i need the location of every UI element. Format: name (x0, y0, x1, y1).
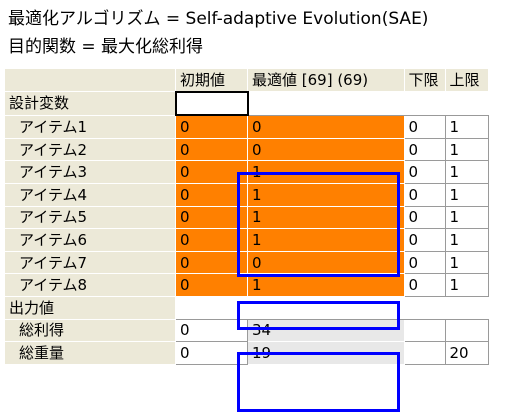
variable-name[interactable]: アイテム5 (4, 205, 176, 230)
table-row: アイテム4 0 1 0 1 (4, 182, 489, 207)
table-row: アイテム7 0 0 0 1 (4, 250, 489, 275)
lower-bound-cell[interactable]: 0 (403, 228, 446, 252)
col-header-initial[interactable]: 初期値 (175, 67, 248, 93)
lower-bound-cell[interactable]: 0 (403, 160, 446, 184)
variable-name[interactable]: アイテム1 (4, 114, 176, 139)
output-name[interactable]: 総利得 (4, 318, 176, 343)
optimal-value-cell[interactable]: 1 (247, 160, 405, 184)
table-row: アイテム8 0 1 0 1 (4, 273, 489, 297)
optimal-value-cell[interactable]: 19 (247, 341, 405, 365)
variable-name[interactable]: アイテム2 (4, 137, 176, 162)
optimal-value-cell[interactable]: 0 (247, 114, 405, 139)
upper-bound-cell[interactable]: 20 (444, 341, 489, 365)
algorithm-label: 最適化アルゴリズム = Self-adaptive Evolution(SAE) (8, 9, 429, 29)
col-header-lower[interactable]: 下限 (403, 67, 446, 93)
lower-bound-cell[interactable]: 0 (403, 182, 446, 207)
optimal-value-cell[interactable]: 1 (247, 205, 405, 230)
variable-name[interactable]: アイテム7 (4, 250, 176, 275)
empty-cell[interactable] (247, 91, 405, 116)
lower-bound-cell[interactable]: 0 (403, 273, 446, 297)
col-header-optimal[interactable]: 最適値 [69] (69) (247, 67, 405, 93)
lower-bound-cell[interactable]: 0 (403, 205, 446, 230)
lower-bound-cell[interactable]: 0 (403, 114, 446, 139)
initial-value-cell[interactable]: 0 (175, 160, 248, 184)
optimal-value-cell[interactable]: 0 (247, 137, 405, 162)
table-row: アイテム5 0 1 0 1 (4, 205, 489, 230)
empty-cell[interactable] (444, 91, 489, 116)
lower-bound-cell[interactable]: 0 (403, 250, 446, 275)
result-grid: 初期値 最適値 [69] (69) 下限 上限 設計変数 アイテム1 0 0 0… (4, 67, 489, 365)
empty-cell[interactable] (175, 295, 248, 320)
section-row-outputs: 出力値 (4, 295, 489, 320)
variable-name[interactable]: アイテム4 (4, 182, 176, 207)
optimal-value-cell[interactable]: 1 (247, 273, 405, 297)
section-label-design-vars: 設計変数 (4, 91, 176, 116)
upper-bound-cell[interactable]: 1 (444, 228, 489, 252)
lower-bound-cell[interactable] (403, 341, 446, 365)
upper-bound-cell[interactable] (444, 318, 489, 343)
output-name[interactable]: 総重量 (4, 341, 176, 365)
initial-value-cell[interactable]: 0 (175, 205, 248, 230)
selected-cell[interactable] (174, 90, 249, 117)
grid-header-row: 初期値 最適値 [69] (69) 下限 上限 (4, 67, 489, 93)
table-row: 総利得 0 34 (4, 318, 489, 343)
initial-value-cell[interactable]: 0 (175, 114, 248, 139)
variable-name[interactable]: アイテム6 (4, 228, 176, 252)
table-row: アイテム1 0 0 0 1 (4, 114, 489, 139)
objective-label: 目的関数 = 最大化総利得 (8, 37, 204, 57)
initial-value-cell[interactable]: 0 (175, 318, 248, 343)
table-row: アイテム3 0 1 0 1 (4, 160, 489, 184)
initial-value-cell[interactable]: 0 (175, 273, 248, 297)
variable-name[interactable]: アイテム3 (4, 160, 176, 184)
initial-value-cell[interactable]: 0 (175, 228, 248, 252)
section-label-outputs: 出力値 (4, 295, 176, 320)
table-row: 総重量 0 19 20 (4, 341, 489, 365)
table-row: アイテム6 0 1 0 1 (4, 228, 489, 252)
initial-value-cell[interactable]: 0 (175, 182, 248, 207)
upper-bound-cell[interactable]: 1 (444, 137, 489, 162)
upper-bound-cell[interactable]: 1 (444, 160, 489, 184)
initial-value-cell[interactable]: 0 (175, 341, 248, 365)
upper-bound-cell[interactable]: 1 (444, 273, 489, 297)
upper-bound-cell[interactable]: 1 (444, 205, 489, 230)
initial-value-cell[interactable]: 0 (175, 250, 248, 275)
header-corner (4, 67, 176, 93)
section-row-design-vars: 設計変数 (4, 90, 489, 117)
initial-value-cell[interactable]: 0 (175, 137, 248, 162)
optimal-value-cell[interactable]: 1 (247, 228, 405, 252)
optimal-value-cell[interactable]: 34 (247, 318, 405, 343)
lower-bound-cell[interactable] (403, 318, 446, 343)
upper-bound-cell[interactable]: 1 (444, 182, 489, 207)
col-header-upper[interactable]: 上限 (444, 67, 489, 93)
empty-cell[interactable] (403, 295, 446, 320)
empty-cell[interactable] (247, 295, 405, 320)
empty-cell[interactable] (444, 295, 489, 320)
lower-bound-cell[interactable]: 0 (403, 137, 446, 162)
upper-bound-cell[interactable]: 1 (444, 114, 489, 139)
table-row: アイテム2 0 0 0 1 (4, 137, 489, 162)
variable-name[interactable]: アイテム8 (4, 273, 176, 297)
empty-cell[interactable] (403, 91, 446, 116)
optimal-value-cell[interactable]: 0 (247, 250, 405, 275)
optimal-value-cell[interactable]: 1 (247, 182, 405, 207)
upper-bound-cell[interactable]: 1 (444, 250, 489, 275)
